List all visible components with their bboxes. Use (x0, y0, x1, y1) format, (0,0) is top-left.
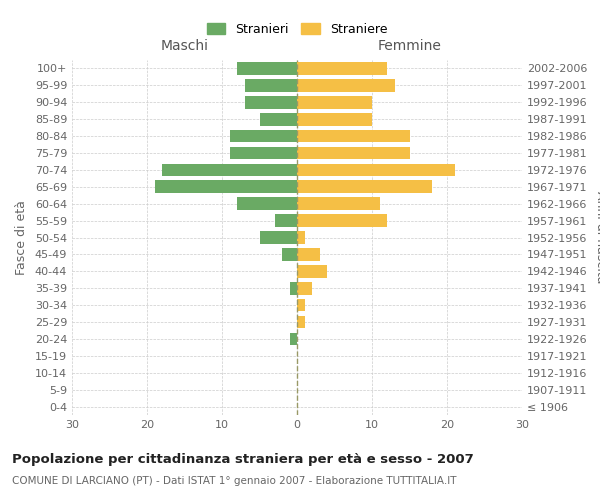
Bar (237, 62, 297, 75)
Bar (162, 164, 297, 176)
Bar (237, 198, 297, 210)
Bar (297, 299, 305, 312)
Bar (297, 265, 327, 278)
Bar (297, 180, 432, 193)
Bar (260, 231, 297, 244)
Text: Popolazione per cittadinanza straniera per età e sesso - 2007: Popolazione per cittadinanza straniera p… (12, 452, 474, 466)
Bar (297, 231, 305, 244)
Bar (229, 146, 297, 160)
Bar (260, 113, 297, 126)
Bar (290, 282, 297, 294)
Bar (229, 130, 297, 142)
Y-axis label: Fasce di età: Fasce di età (15, 200, 28, 275)
Bar (297, 96, 372, 108)
Bar (290, 332, 297, 345)
Bar (245, 96, 297, 108)
Bar (297, 62, 387, 75)
Legend: Stranieri, Straniere: Stranieri, Straniere (200, 16, 394, 42)
Bar (245, 79, 297, 92)
Bar (155, 180, 297, 193)
Bar (297, 130, 409, 142)
Bar (297, 248, 320, 260)
Text: Femmine: Femmine (377, 39, 442, 53)
Bar (275, 214, 297, 227)
Bar (297, 146, 409, 160)
Y-axis label: Anni di nascita: Anni di nascita (595, 191, 600, 284)
Bar (297, 198, 380, 210)
Bar (297, 164, 455, 176)
Bar (297, 316, 305, 328)
Text: COMUNE DI LARCIANO (PT) - Dati ISTAT 1° gennaio 2007 - Elaborazione TUTTITALIA.I: COMUNE DI LARCIANO (PT) - Dati ISTAT 1° … (12, 476, 457, 486)
Bar (297, 282, 312, 294)
Text: Maschi: Maschi (161, 39, 209, 53)
Bar (297, 113, 372, 126)
Bar (297, 79, 395, 92)
Bar (282, 248, 297, 260)
Bar (297, 214, 387, 227)
